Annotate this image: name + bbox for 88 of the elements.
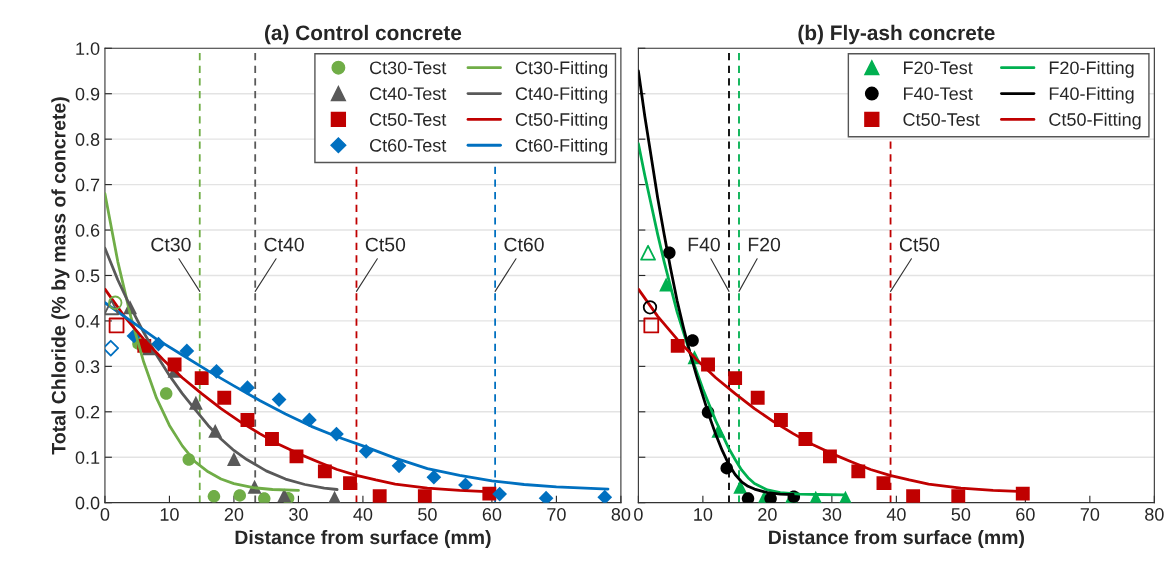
point [741, 492, 755, 503]
point [876, 476, 891, 491]
y-tick-label: 0.9 [75, 87, 100, 101]
ref-line-label: Ct50 [899, 237, 940, 252]
y-tick-label: 0.6 [75, 223, 100, 237]
point [277, 488, 292, 503]
point [643, 317, 660, 334]
point [271, 392, 287, 407]
y-tick-label: 0.1 [75, 451, 100, 464]
point [538, 490, 554, 503]
point [343, 476, 357, 491]
ref-line-label: Ct30 [151, 237, 191, 252]
legend-label: Ct60-Fitting [515, 138, 608, 156]
legend-label: Ct40-Fitting [515, 86, 608, 104]
y-tick-label: 0.8 [75, 133, 100, 146]
y-axis-title: Total Chloride (% by mass of concrete) [51, 97, 70, 455]
x-tick-label: 0 [634, 508, 643, 521]
point [159, 387, 173, 400]
ref-line-label: Ct60 [504, 237, 544, 252]
point [750, 390, 765, 405]
legend-label: Ct30-Test [370, 61, 447, 75]
legend-label: Ct30-Fitting [515, 60, 608, 78]
ref-line-label: Ct40 [264, 237, 304, 252]
y-tick-label: 0.4 [75, 314, 100, 328]
point [391, 458, 407, 474]
point [728, 371, 743, 386]
legend-label: F40-Fitting [1049, 86, 1134, 104]
x-tick-label: 70 [1080, 508, 1100, 521]
legend-label: F20-Test [904, 61, 973, 75]
ref-line-label: Ct50 [365, 237, 406, 252]
point [257, 492, 271, 503]
x-tick-label: 80 [611, 508, 631, 521]
point [104, 339, 120, 357]
point [179, 343, 195, 359]
point [372, 489, 387, 503]
point [240, 380, 255, 396]
point [642, 300, 658, 315]
legend-label: Ct50-Fitting [1049, 112, 1141, 130]
legend-label: Ct50-Test [370, 113, 447, 126]
point [426, 469, 442, 485]
legend-label: Ct40-Test [370, 87, 447, 101]
point [207, 490, 221, 503]
x-tick-label: 30 [822, 508, 842, 521]
x-axis-title: Distance from surface (mm) [235, 529, 491, 549]
point [217, 390, 232, 405]
point [640, 244, 656, 261]
x-tick-label: 20 [224, 508, 244, 521]
y-tick-label: 0.2 [75, 405, 100, 419]
point [108, 317, 125, 334]
x-tick-label: 80 [1145, 508, 1164, 521]
ref-line-label: F20 [748, 237, 781, 252]
legend-label: F40-Test [904, 87, 973, 101]
x-tick-label: 10 [160, 508, 179, 521]
point [906, 489, 921, 503]
legend-label: Ct50-Fitting [515, 112, 608, 130]
x-tick-label: 70 [547, 508, 566, 521]
x-tick-label: 40 [886, 508, 906, 521]
y-tick-label: 0.7 [75, 178, 100, 192]
point [108, 295, 123, 310]
y-tick-label: 1.0 [76, 42, 100, 55]
point [951, 489, 966, 503]
x-axis-title: Distance from surface (mm) [769, 529, 1024, 549]
x-tick-label: 50 [418, 508, 437, 521]
x-tick-label: 20 [758, 508, 777, 521]
point [417, 489, 432, 503]
x-tick-label: 0 [100, 508, 110, 521]
point [733, 479, 748, 494]
chart-title: (b) Fly-ash concrete [798, 24, 995, 45]
y-tick-label: 0.0 [75, 496, 100, 510]
point [194, 371, 209, 386]
point [233, 489, 246, 502]
y-tick-label: 0.5 [75, 269, 100, 283]
legend-label: Ct60-Test [370, 138, 447, 152]
ref-line-label: F40 [688, 237, 720, 252]
x-tick-label: 60 [482, 508, 502, 521]
point [492, 486, 508, 502]
x-tick-label: 10 [694, 508, 713, 521]
point [226, 452, 241, 466]
y-tick-label: 0.3 [75, 360, 100, 374]
x-tick-label: 50 [951, 508, 971, 521]
point [597, 489, 613, 503]
legend-label: F20-Fitting [1049, 60, 1134, 78]
point [104, 299, 120, 316]
x-tick-label: 30 [289, 508, 308, 521]
x-tick-label: 40 [353, 508, 373, 521]
x-tick-label: 60 [1016, 508, 1035, 521]
chart-title: (a) Control concrete [264, 24, 462, 45]
legend-label: Ct50-Test [903, 113, 980, 126]
